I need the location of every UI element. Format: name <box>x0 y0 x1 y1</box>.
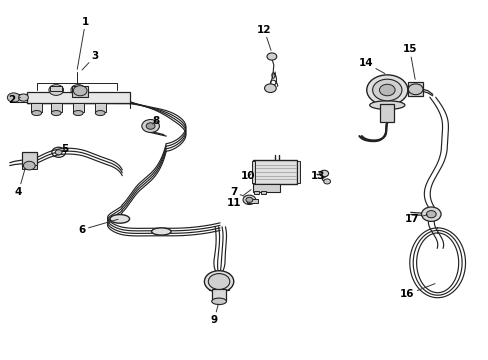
Bar <box>209 273 228 290</box>
Text: 5: 5 <box>61 144 68 154</box>
Circle shape <box>142 120 159 132</box>
Bar <box>251 161 254 183</box>
Ellipse shape <box>110 215 129 223</box>
Text: 9: 9 <box>210 304 218 325</box>
Text: 1: 1 <box>77 17 89 69</box>
Text: 2: 2 <box>9 95 20 105</box>
Circle shape <box>49 85 63 95</box>
Text: 14: 14 <box>358 58 384 73</box>
Text: 7: 7 <box>229 187 244 197</box>
Bar <box>95 103 105 112</box>
Circle shape <box>264 84 276 93</box>
Bar <box>50 86 62 91</box>
Text: 11: 11 <box>226 190 250 208</box>
Ellipse shape <box>211 298 226 305</box>
Bar <box>73 103 83 112</box>
Circle shape <box>372 79 401 101</box>
Circle shape <box>243 195 255 204</box>
Bar <box>297 161 300 183</box>
Circle shape <box>245 197 252 202</box>
Circle shape <box>19 94 28 101</box>
Ellipse shape <box>208 274 229 289</box>
Circle shape <box>146 123 155 129</box>
Text: 4: 4 <box>15 168 25 197</box>
Bar <box>253 160 297 184</box>
Ellipse shape <box>151 228 171 235</box>
Bar <box>246 199 257 203</box>
Circle shape <box>319 170 328 177</box>
Text: 13: 13 <box>310 171 325 181</box>
Ellipse shape <box>73 111 83 116</box>
Bar <box>253 184 280 192</box>
Bar <box>72 86 84 91</box>
Circle shape <box>23 161 35 170</box>
Bar <box>27 92 129 103</box>
Text: 3: 3 <box>82 51 99 70</box>
Bar <box>211 289 226 301</box>
Bar <box>14 94 27 102</box>
Ellipse shape <box>32 111 41 116</box>
Text: 6: 6 <box>79 219 118 235</box>
Bar <box>72 86 88 97</box>
Circle shape <box>266 53 276 60</box>
Circle shape <box>323 179 330 184</box>
Text: 10: 10 <box>241 171 255 181</box>
Circle shape <box>421 207 440 221</box>
Circle shape <box>366 75 407 105</box>
Bar <box>31 103 42 112</box>
Circle shape <box>407 84 422 95</box>
Text: 15: 15 <box>402 44 416 79</box>
Bar <box>21 152 37 166</box>
Text: 16: 16 <box>399 284 434 300</box>
Bar <box>21 165 37 169</box>
Circle shape <box>71 85 85 95</box>
Text: 8: 8 <box>152 116 159 126</box>
Circle shape <box>7 93 20 102</box>
Ellipse shape <box>51 111 61 116</box>
Ellipse shape <box>369 101 404 109</box>
Circle shape <box>379 84 394 96</box>
Circle shape <box>73 86 87 96</box>
Bar <box>380 104 393 122</box>
Text: 17: 17 <box>404 213 427 224</box>
Bar <box>254 191 259 194</box>
Circle shape <box>55 150 62 155</box>
Circle shape <box>426 211 435 218</box>
Text: 12: 12 <box>256 24 271 50</box>
Ellipse shape <box>204 271 233 292</box>
Bar <box>261 191 265 194</box>
Bar <box>51 103 61 112</box>
Bar <box>407 82 422 96</box>
Ellipse shape <box>95 111 105 116</box>
